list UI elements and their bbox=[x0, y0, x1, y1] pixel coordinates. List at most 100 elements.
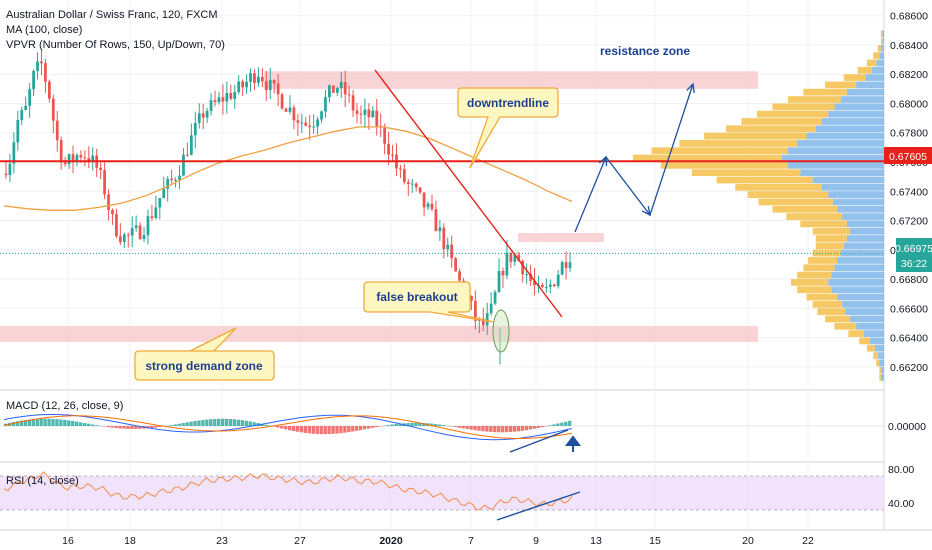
macd-hist-bar bbox=[560, 422, 564, 426]
macd-hist-bar bbox=[146, 426, 150, 429]
candle-body bbox=[32, 70, 35, 90]
candle-body bbox=[245, 81, 248, 88]
vp-down-bar bbox=[848, 330, 864, 337]
macd-hist-bar bbox=[224, 418, 229, 426]
projection-path bbox=[574, 83, 694, 233]
macd-hist-bar bbox=[244, 420, 248, 426]
price-axis-panel[interactable] bbox=[883, 0, 932, 550]
vp-up-bar bbox=[797, 140, 884, 147]
vp-down-bar bbox=[800, 220, 847, 228]
candle-body bbox=[296, 120, 300, 123]
macd-hist-bar bbox=[477, 426, 481, 431]
candle-body bbox=[178, 175, 181, 180]
macd-hist-bar bbox=[94, 425, 99, 426]
macd-hist-bar bbox=[453, 426, 458, 427]
vp-down-bar bbox=[880, 30, 883, 38]
macd-hist-bar bbox=[504, 426, 509, 433]
macd-hist-bar bbox=[497, 426, 501, 433]
macd-hist-bar bbox=[315, 426, 319, 434]
candle-body bbox=[288, 107, 292, 112]
vp-down-bar bbox=[691, 169, 801, 177]
candle-body bbox=[201, 113, 205, 118]
candle-body bbox=[509, 252, 513, 262]
candle-body bbox=[260, 76, 264, 82]
macd-hist-bar bbox=[67, 420, 71, 426]
ma-legend[interactable]: MA (100, close) bbox=[6, 24, 82, 36]
vp-up-bar bbox=[876, 59, 884, 67]
candle-body bbox=[438, 227, 442, 232]
macd-hist-bar bbox=[71, 420, 75, 426]
macd-hist-bar bbox=[430, 423, 434, 426]
macd-hist-bar bbox=[355, 426, 359, 431]
vp-down-bar bbox=[797, 286, 832, 294]
candle-body bbox=[450, 244, 454, 259]
candle-body bbox=[521, 260, 525, 275]
price-tick-label: 0.67200 bbox=[890, 216, 928, 228]
macd-hist-bar bbox=[374, 426, 379, 428]
vp-down-bar bbox=[787, 96, 841, 103]
vp-up-bar bbox=[843, 242, 884, 250]
macd-legend[interactable]: MACD (12, 26, close, 9) bbox=[6, 400, 123, 412]
candle-body bbox=[221, 97, 225, 102]
vp-down-bar bbox=[660, 162, 788, 169]
macd-hist-bar bbox=[78, 422, 83, 426]
false-breakout-callout-box bbox=[363, 281, 495, 323]
candle-body bbox=[40, 61, 43, 64]
candle-body bbox=[501, 270, 505, 276]
candle-body bbox=[197, 113, 201, 123]
vpvr-legend[interactable]: VPVR (Number Of Rows, 150, Up/Down, 70) bbox=[6, 39, 225, 51]
candle-body bbox=[91, 155, 95, 163]
macd-hist-bar bbox=[260, 423, 264, 426]
candle-body bbox=[387, 143, 390, 155]
level-badge-text: 0.67605 bbox=[889, 151, 927, 163]
macd-signal-line bbox=[3, 415, 573, 439]
vp-down-bar bbox=[758, 198, 833, 206]
macd-hist-bar bbox=[193, 421, 197, 426]
candle-body bbox=[339, 81, 343, 88]
vp-up-bar bbox=[856, 322, 884, 330]
candle-body bbox=[47, 81, 51, 99]
candle-body bbox=[458, 271, 461, 281]
drawings bbox=[374, 69, 695, 353]
candle-body bbox=[138, 225, 142, 240]
rsi-axis-tick-40: 40.00 bbox=[888, 498, 914, 510]
rsi-legend[interactable]: RSI (14, close) bbox=[6, 475, 79, 487]
candle-body bbox=[249, 73, 252, 82]
macd-hist-bar bbox=[461, 426, 465, 429]
time-tick-label: 7 bbox=[468, 535, 474, 547]
vp-up-bar bbox=[845, 308, 884, 316]
candle-body bbox=[556, 274, 560, 287]
candle-body bbox=[115, 214, 118, 237]
macd-hist-bar bbox=[280, 426, 284, 429]
downtrendline-callout: downtrendline bbox=[457, 87, 559, 169]
macd-hist-bar bbox=[536, 426, 540, 428]
macd-hist-bar bbox=[481, 426, 485, 432]
candle-body bbox=[529, 274, 532, 281]
macd-hist-bar bbox=[410, 422, 414, 426]
vp-up-bar bbox=[842, 300, 884, 308]
time-tick-label: 23 bbox=[216, 535, 228, 547]
candle-body bbox=[414, 183, 418, 188]
macd-hist-bar bbox=[90, 424, 95, 426]
candle-body bbox=[359, 113, 363, 115]
ma100-line bbox=[3, 126, 573, 211]
time-tick-label: 16 bbox=[62, 535, 74, 547]
candle-body bbox=[233, 92, 237, 99]
vp-down-bar bbox=[747, 191, 829, 198]
macd-hist-bar bbox=[398, 423, 402, 426]
candle-body bbox=[324, 97, 327, 112]
macd-hist-bar bbox=[55, 419, 59, 426]
zones bbox=[0, 71, 758, 342]
vp-up-bar bbox=[840, 96, 884, 103]
candle-body bbox=[75, 155, 79, 162]
candle-body bbox=[552, 284, 556, 287]
vp-down-bar bbox=[797, 271, 832, 279]
candle-body bbox=[331, 85, 335, 93]
price-tick-label: 0.68200 bbox=[890, 69, 928, 81]
macd-hist-bar bbox=[110, 426, 114, 428]
candle-body bbox=[264, 81, 268, 91]
candle-body bbox=[193, 122, 197, 136]
vp-up-bar bbox=[874, 344, 884, 352]
macd-hist-bar bbox=[47, 418, 51, 426]
